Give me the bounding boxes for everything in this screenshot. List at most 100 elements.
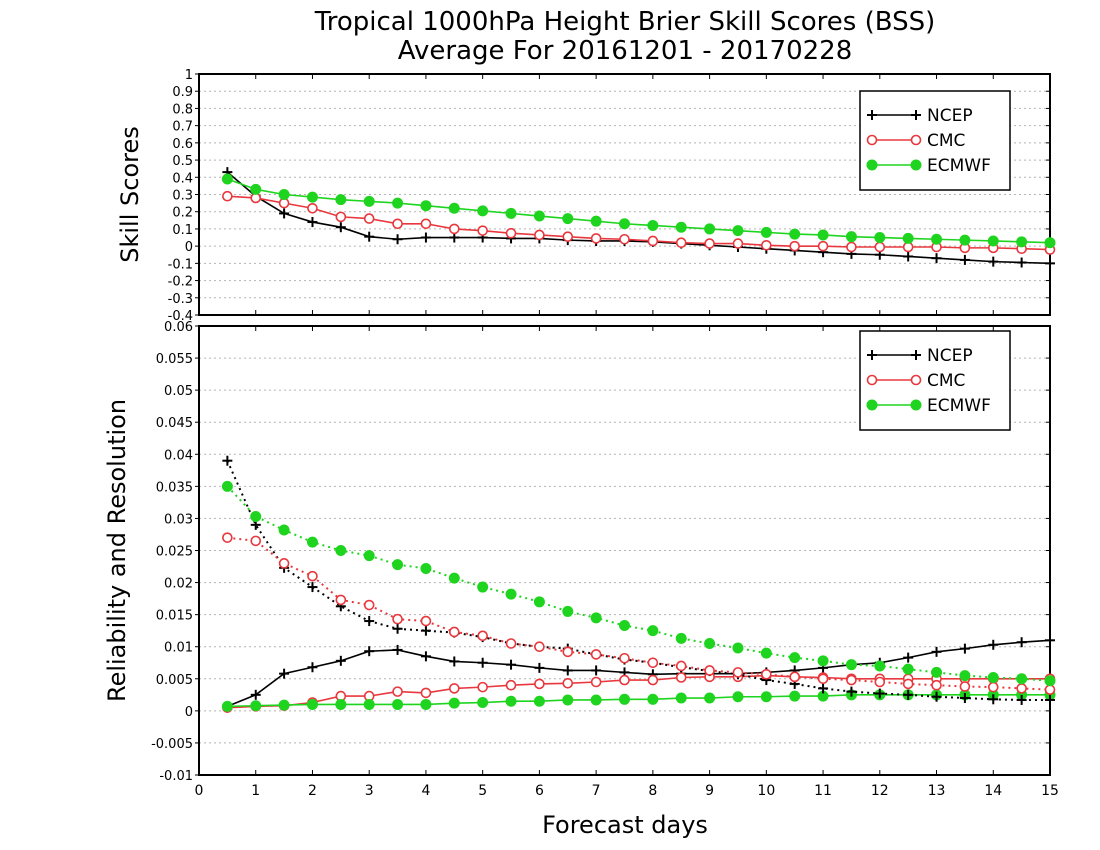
series-ncep-dotted-point: [420, 625, 431, 636]
y-tick-label: -0.1: [168, 257, 193, 272]
x-tick-label: 2: [308, 783, 317, 799]
y-tick-label: 0.01: [164, 641, 193, 656]
series-ecmwf-point: [221, 173, 233, 185]
series-ecmwf-dotted-point: [505, 588, 517, 600]
series-ecmwf-dotted-point: [817, 655, 829, 667]
series-ncep-point: [1045, 635, 1055, 646]
series-ecmwf-point: [306, 191, 318, 203]
series-cmc-dotted-point: [1016, 683, 1027, 694]
series-ncep-dotted-point: [1016, 694, 1027, 705]
legend-marker-ncep: [867, 350, 877, 360]
series-ecmwf-dotted-point: [931, 666, 943, 678]
series-ncep-point: [1045, 258, 1055, 269]
x-tick-label: 13: [928, 783, 946, 799]
series-ecmwf-point: [477, 205, 489, 217]
legend-marker-ecmwf: [866, 399, 878, 411]
y-tick-label: 0.5: [172, 154, 193, 169]
series-ecmwf-point: [448, 697, 460, 709]
chart-title-line2: Average For 20161201 - 20170228: [398, 36, 853, 66]
series-ncep-dotted-point: [818, 683, 829, 694]
legend-marker-ecmwf: [866, 159, 878, 171]
series-cmc-dotted-point: [590, 649, 602, 660]
legend-marker-cmc: [910, 134, 922, 146]
y-tick-label: 0.4: [172, 171, 193, 186]
y-tick-label: -0.3: [168, 292, 193, 307]
series-ecmwf-point: [562, 213, 574, 225]
series-cmc-dotted-point: [619, 652, 630, 664]
series-cmc-point: [505, 227, 517, 239]
series-ecmwf-dotted-point: [420, 562, 432, 574]
series-cmc-dotted-point: [732, 667, 744, 678]
series-ncep-point: [988, 639, 999, 650]
series-ecmwf-point: [732, 691, 744, 703]
series-ncep-point: [959, 643, 970, 654]
series-ncep-dotted-point: [988, 694, 999, 705]
series-cmc-point: [392, 686, 403, 697]
x-tick-label: 11: [814, 783, 832, 799]
series-ncep-point: [420, 651, 431, 662]
y-tick-label: 0.05: [164, 384, 193, 399]
series-ncep-dotted-line: [226, 460, 1050, 701]
x-tick-label: 7: [592, 783, 601, 799]
series-ecmwf-dotted-point: [590, 612, 602, 624]
series-cmc-point: [619, 674, 630, 686]
series-ecmwf-point: [533, 695, 545, 707]
series-ecmwf-point: [675, 221, 687, 233]
series-ncep-point: [1016, 637, 1027, 648]
series-cmc-dotted-point: [817, 673, 829, 685]
y-tick-label: 0.1: [172, 223, 193, 238]
y-axis-label: Reliability and Resolution: [103, 399, 131, 702]
series-ncep-dotted-point: [931, 691, 942, 702]
series-ecmwf-point: [760, 226, 772, 238]
series-ecmwf-dotted-point: [675, 632, 687, 644]
legend-marker-ncep: [867, 110, 877, 120]
y-tick-label: 0.015: [156, 609, 193, 624]
series-cmc-dotted-point: [222, 532, 233, 543]
series-cmc-point: [846, 241, 857, 253]
series-ecmwf-point: [647, 219, 659, 231]
x-tick-label: 10: [757, 783, 775, 799]
series-cmc-point: [704, 238, 715, 249]
series-ecmwf-dotted-point: [760, 647, 772, 659]
x-tick-label: 4: [421, 783, 430, 799]
series-cmc-point: [420, 687, 432, 699]
series-ncep-point: [250, 689, 261, 700]
series-cmc-dotted-point: [477, 630, 488, 642]
series-cmc-point: [732, 238, 744, 249]
series-ecmwf-dotted-point: [1044, 675, 1056, 687]
series-ncep-point: [335, 222, 346, 233]
legend-label-cmc: CMC: [927, 371, 965, 391]
series-ncep-point: [477, 657, 488, 668]
series-ncep-point: [534, 662, 545, 673]
x-tick-label: 12: [871, 783, 889, 799]
series-ecmwf-dotted-point: [1016, 673, 1028, 685]
series-ecmwf-point: [704, 692, 716, 704]
x-tick-label: 1: [251, 783, 260, 799]
series-cmc-dotted-point: [789, 671, 801, 683]
series-cmc-dotted-point: [761, 668, 772, 680]
series-cmc-point: [874, 241, 886, 253]
series-ecmwf-dotted-point: [533, 596, 545, 608]
x-tick-label: 6: [535, 783, 544, 799]
series-ecmwf-point: [959, 234, 971, 246]
y-tick-label: 1: [185, 68, 193, 83]
legend-marker-ncep: [911, 350, 921, 360]
series-ecmwf-point: [533, 210, 545, 222]
y-tick-label: 0.7: [172, 120, 193, 135]
x-tick-label: 3: [365, 783, 374, 799]
series-cmc-dotted-point: [448, 626, 460, 638]
series-ncep-point: [931, 253, 942, 264]
series-ecmwf-point: [817, 229, 829, 241]
legend-label-ncep: NCEP: [927, 346, 973, 366]
series-ecmwf-point: [392, 197, 404, 209]
series-cmc-dotted-point: [931, 679, 942, 691]
legend-label-cmc: CMC: [927, 131, 965, 151]
series-ncep-dotted-point: [307, 582, 318, 593]
series-ecmwf-point: [335, 194, 347, 206]
series-cmc-dotted-point: [846, 674, 857, 686]
series-cmc-point: [335, 211, 347, 223]
series-ecmwf-point: [1044, 237, 1056, 249]
series-ncep-dotted-point: [874, 688, 885, 699]
series-ecmwf-point: [987, 235, 999, 247]
